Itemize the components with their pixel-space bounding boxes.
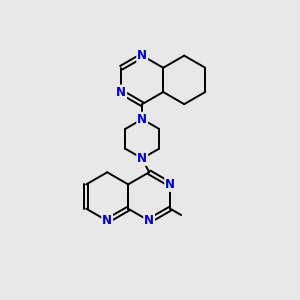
Text: N: N	[137, 113, 147, 126]
Text: N: N	[144, 214, 154, 227]
Text: N: N	[165, 178, 175, 191]
Text: N: N	[137, 152, 147, 165]
Text: N: N	[116, 85, 126, 98]
Text: N: N	[137, 49, 147, 62]
Text: N: N	[102, 214, 112, 227]
